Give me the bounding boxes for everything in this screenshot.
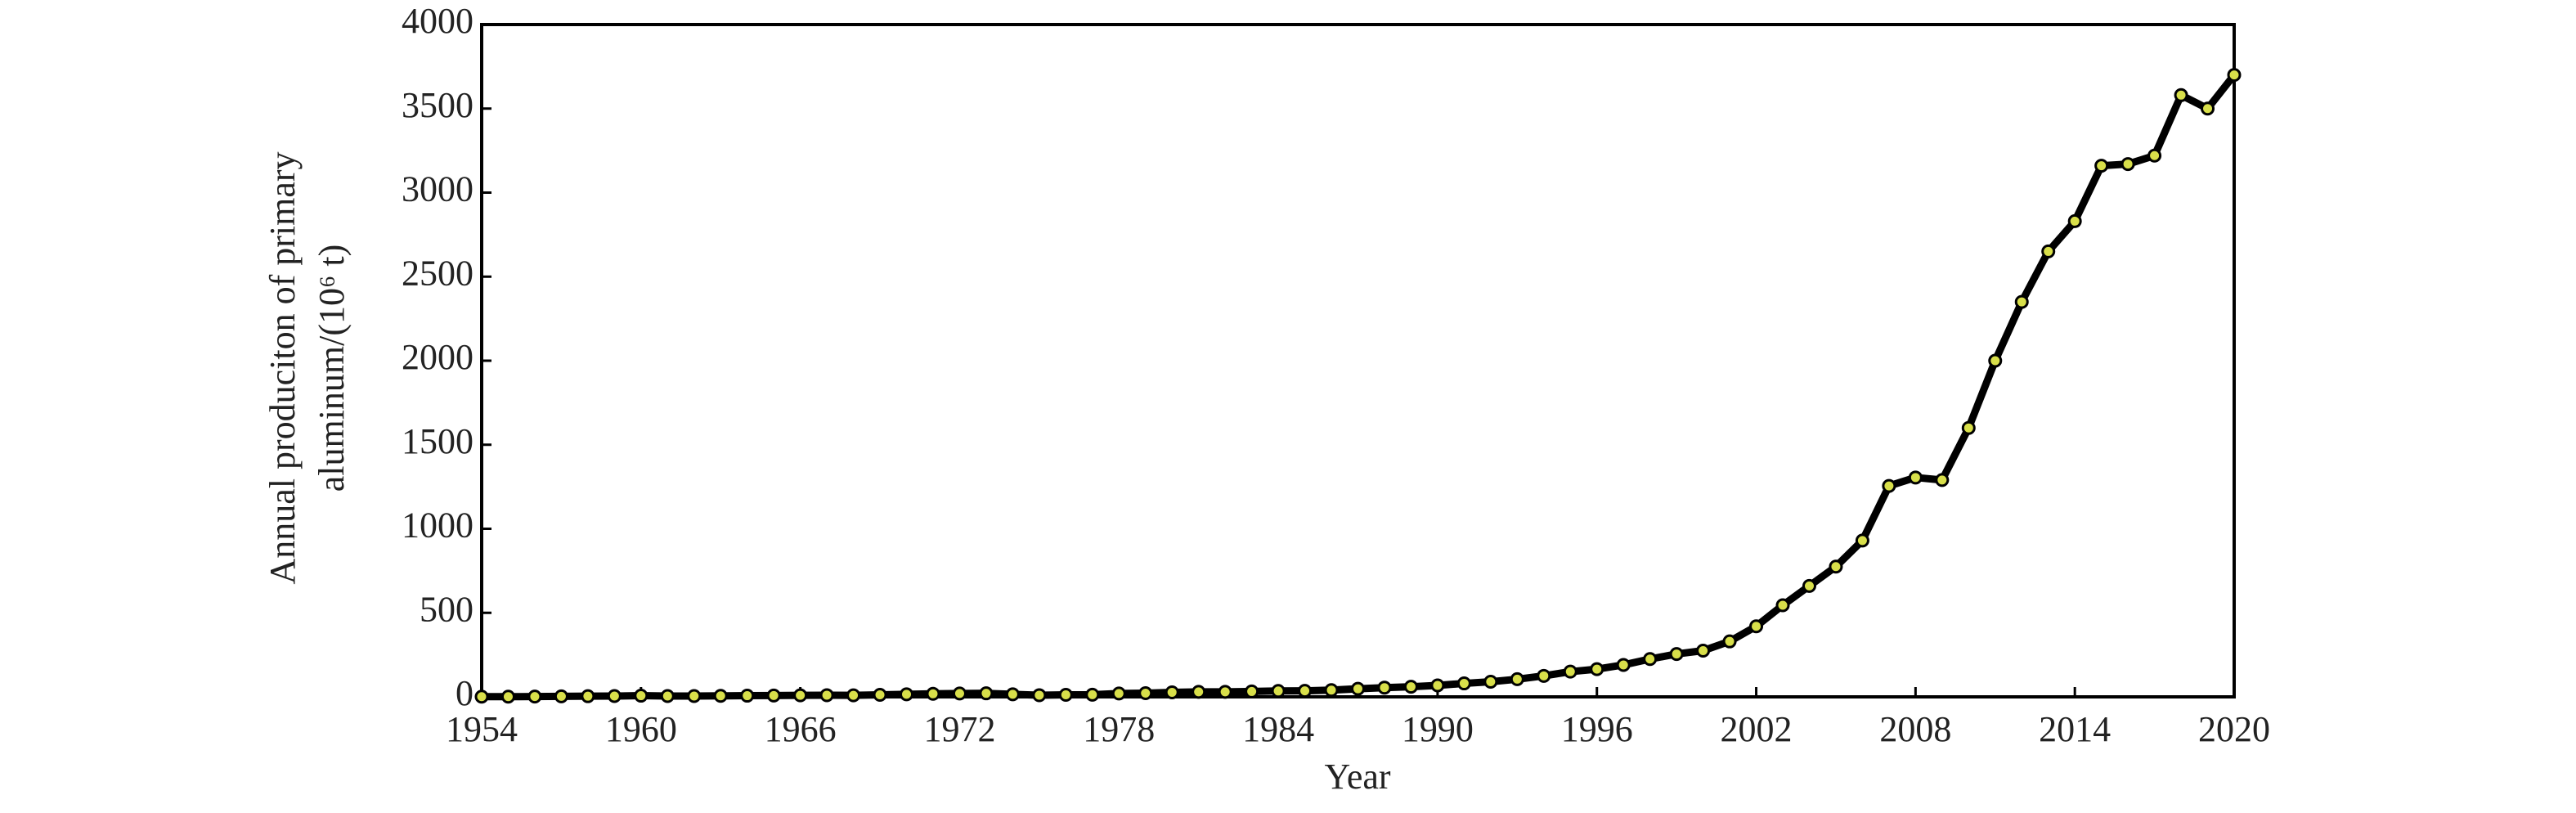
data-point: [1563, 664, 1577, 679]
data-point: [1643, 652, 1658, 667]
data-point: [1403, 680, 1418, 694]
data-point: [581, 689, 595, 703]
data-point: [1456, 676, 1471, 691]
data-point: [1590, 662, 1604, 676]
data-point: [1616, 658, 1631, 672]
x-tick-label: 1978: [1083, 709, 1155, 749]
data-point: [1722, 634, 1737, 649]
data-point: [766, 688, 781, 703]
data-point: [687, 689, 702, 703]
data-point: [873, 688, 887, 703]
x-tick-label: 2020: [2198, 709, 2270, 749]
data-point: [1165, 685, 1179, 699]
data-point: [1245, 684, 1259, 698]
y-tick-label: 3500: [402, 85, 473, 125]
data-point: [1882, 478, 1896, 493]
y-tick-label: 2500: [402, 253, 473, 293]
y-tick-label: 4000: [402, 1, 473, 41]
y-tick-label: 3000: [402, 169, 473, 209]
data-point: [2147, 148, 2162, 163]
data-point: [1138, 685, 1153, 700]
x-tick-label: 2008: [1879, 709, 1951, 749]
x-tick-label: 1990: [1402, 709, 1474, 749]
data-point: [1988, 353, 2003, 368]
x-tick-label: 1972: [923, 709, 995, 749]
data-point: [554, 689, 568, 703]
data-point: [1058, 688, 1073, 703]
y-tick-label: 1500: [402, 421, 473, 461]
data-point: [1669, 647, 1684, 662]
data-point: [740, 689, 755, 703]
y-axis-label-line: aluminum/(10⁶ t): [312, 245, 352, 492]
data-point: [2067, 213, 2082, 228]
x-tick-label: 1984: [1242, 709, 1314, 749]
data-point: [1324, 683, 1339, 698]
x-tick-label: 1966: [765, 709, 837, 749]
data-point: [1351, 681, 1365, 696]
data-point: [527, 689, 542, 704]
data-point: [1483, 675, 1498, 689]
y-tick-label: 500: [420, 589, 473, 629]
data-point: [2174, 88, 2188, 102]
y-axis-label: Annual produciton of primary aluminum/(1…: [263, 151, 352, 584]
y-tick-label: 1000: [402, 505, 473, 546]
data-point: [634, 689, 648, 703]
data-point: [900, 687, 914, 702]
data-point: [1537, 668, 1551, 683]
data-point: [1775, 598, 1790, 613]
y-axis-label-line: Annual produciton of primary: [263, 151, 303, 584]
data-point: [1298, 684, 1313, 698]
data-point: [1802, 578, 1816, 593]
x-tick-label: 1954: [446, 709, 518, 749]
data-point: [846, 688, 861, 703]
data-point: [2227, 68, 2242, 83]
data-point: [1111, 686, 1126, 701]
data-point: [952, 686, 967, 701]
plot-frame: [480, 23, 2236, 698]
data-point: [2201, 101, 2215, 116]
x-axis-label: Year: [1324, 757, 1390, 797]
data-point: [2094, 159, 2109, 173]
data-point: [1696, 643, 1711, 658]
data-point: [1510, 672, 1524, 686]
x-tick-label: 1960: [605, 709, 677, 749]
data-point: [1961, 420, 1976, 435]
data-point: [2041, 244, 2056, 258]
data-point: [926, 686, 940, 701]
data-point: [1749, 619, 1764, 634]
data-point: [1085, 687, 1100, 702]
data-point: [500, 689, 515, 704]
data-point: [474, 689, 489, 704]
data-point: [1377, 680, 1392, 695]
y-tick-label: 0: [456, 673, 473, 713]
data-point: [1855, 533, 1869, 548]
data-point: [819, 688, 834, 703]
data-point: [1192, 685, 1206, 699]
y-tick-label: 2000: [402, 337, 473, 377]
data-point: [1935, 473, 1950, 487]
data-point: [607, 689, 622, 703]
data-point: [1829, 559, 1843, 574]
x-tick-label: 2002: [1721, 709, 1793, 749]
x-tick-label: 1996: [1561, 709, 1633, 749]
data-point: [1218, 685, 1232, 699]
data-point: [1271, 684, 1286, 698]
data-point: [1908, 470, 1923, 485]
data-point: [1005, 687, 1020, 702]
data-point: [2120, 157, 2135, 172]
x-tick-label: 2014: [2039, 709, 2111, 749]
data-point: [793, 688, 808, 703]
data-point: [660, 689, 675, 703]
data-point: [2014, 294, 2029, 309]
data-point: [713, 689, 728, 703]
data-point: [1032, 688, 1047, 703]
data-point: [1430, 678, 1445, 693]
data-point: [979, 686, 994, 701]
data-line: [482, 72, 2237, 701]
